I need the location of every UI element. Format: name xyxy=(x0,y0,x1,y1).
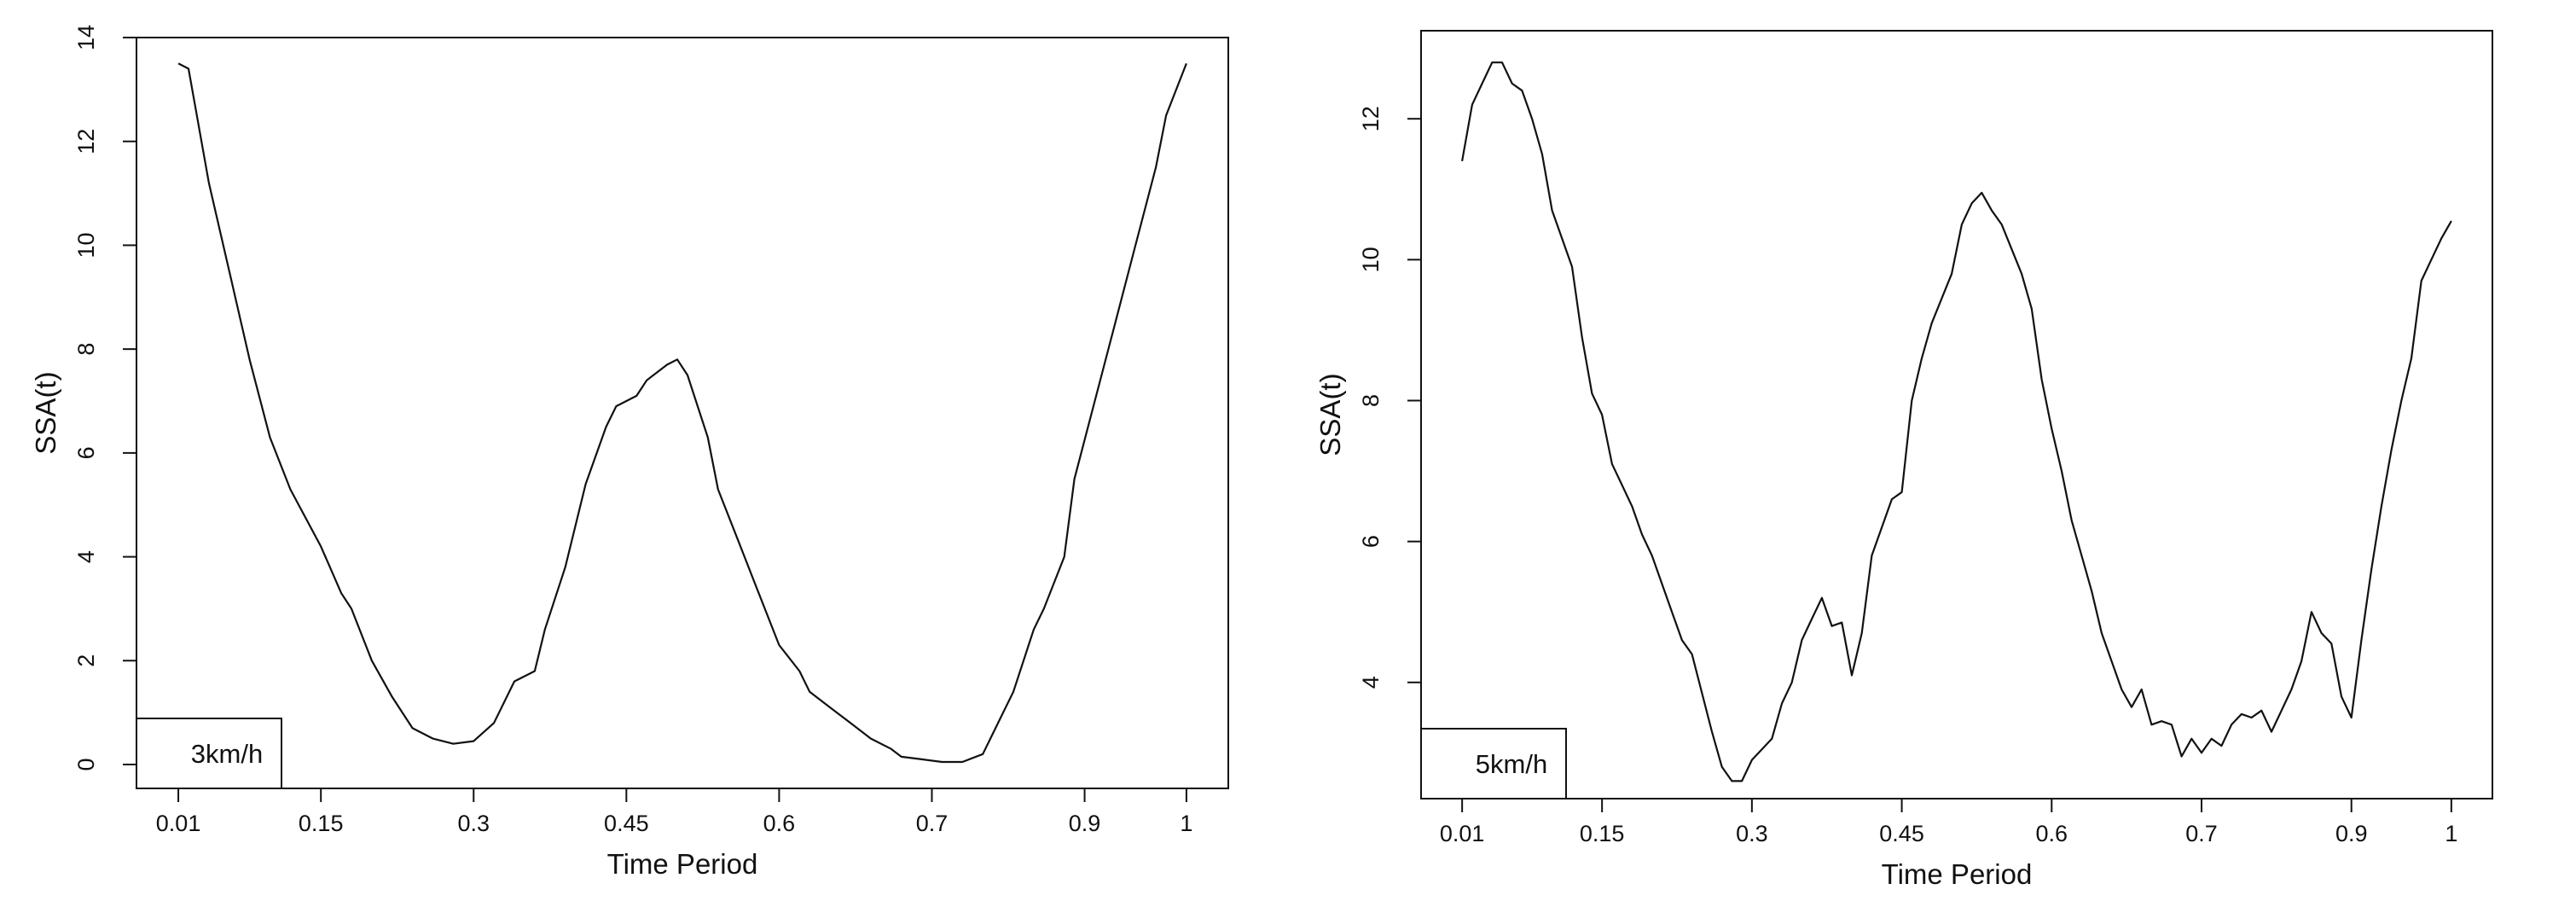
y-axis-label: SSA(t) xyxy=(30,371,61,454)
x-tick-label: 0.6 xyxy=(763,811,796,836)
x-tick-label: 0.7 xyxy=(916,811,949,836)
chart-panel-1: 0.01 0.15 0.3 0.45 0.6 0.7 0.9 102468101214Time… xyxy=(30,25,1229,880)
y-tick-label: 8 xyxy=(73,343,99,356)
y-tick-label: 8 xyxy=(1358,394,1384,407)
x-tick-label: 0.9 xyxy=(1069,811,1101,836)
x-tick-label: 0.15 xyxy=(299,811,344,836)
y-tick-label: 14 xyxy=(73,25,99,50)
x-tick-label: 1 xyxy=(2445,821,2457,846)
y-tick-label: 6 xyxy=(73,446,99,459)
legend-box xyxy=(136,718,282,789)
series-line xyxy=(1461,61,2452,782)
y-tick-label: 12 xyxy=(1358,106,1384,131)
y-axis-label: SSA(t) xyxy=(1314,373,1346,456)
y-tick-label: 2 xyxy=(73,654,99,667)
x-tick-label: 0.9 xyxy=(2335,821,2368,846)
y-tick-label: 12 xyxy=(73,129,99,154)
y-tick-label: 6 xyxy=(1358,535,1384,548)
x-tick-label: 0.45 xyxy=(604,811,649,836)
x-tick-label: 1 xyxy=(1180,811,1192,836)
plot-frame xyxy=(1420,30,2493,799)
x-axis-label: Time Period xyxy=(1882,858,2033,890)
x-tick-label: 0.7 xyxy=(2185,821,2218,846)
x-tick-label: 0.01 xyxy=(156,811,201,836)
x-tick-label: 0.45 xyxy=(1879,821,1924,846)
chart-panel-2: 0.01 0.15 0.3 0.45 0.6 0.7 0.9 1 4 6 8 10 12 Time Per… xyxy=(1314,30,2493,890)
y-tick-label: 4 xyxy=(73,550,99,563)
x-tick-label: 0.01 xyxy=(1440,821,1485,846)
x-tick-label: 0.3 xyxy=(457,811,490,836)
legend-label: 5km/h xyxy=(1476,749,1547,779)
y-tick-label: 4 xyxy=(1358,676,1384,689)
x-tick-label: 0.3 xyxy=(1736,821,1768,846)
series-line xyxy=(177,62,1187,764)
y-tick-label: 10 xyxy=(1358,247,1384,272)
x-tick-label: 0.6 xyxy=(2036,821,2068,846)
legend-box xyxy=(1420,728,1567,799)
x-tick-label: 0.15 xyxy=(1580,821,1625,846)
x-axis-label: Time Period xyxy=(607,848,758,880)
y-tick-label: 0 xyxy=(73,758,99,770)
plot-frame xyxy=(136,37,1229,789)
y-tick-label: 10 xyxy=(73,232,99,258)
legend-label: 3km/h xyxy=(191,739,263,769)
